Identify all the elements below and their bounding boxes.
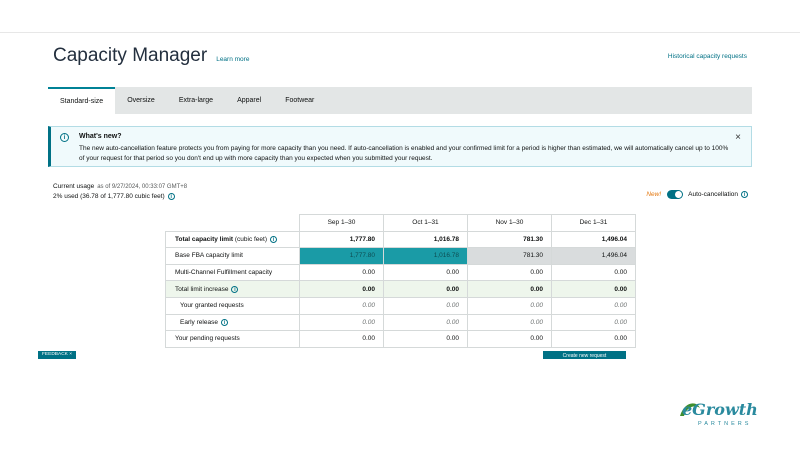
page-title: Capacity Manager — [53, 45, 208, 66]
row-label-text: Early release — [180, 318, 218, 326]
capacity-manager-app: Capacity Manager Learn more Historical c… — [0, 33, 800, 359]
info-icon: i — [60, 133, 69, 142]
table-cell: 1,016.78 — [383, 247, 468, 265]
table-cell: 0.00 — [467, 330, 552, 348]
table-cell: 0.00 — [551, 313, 636, 332]
row-label-suffix: (cubic feet) — [233, 235, 268, 243]
row-label: Early release i — [165, 313, 300, 332]
table-cell: 0.00 — [551, 296, 636, 315]
banner-text: The new auto-cancellation feature protec… — [79, 145, 729, 162]
table-cell: 1,777.80 — [299, 230, 384, 249]
limit-increase-info-icon[interactable]: i — [231, 285, 239, 293]
tab-apparel[interactable]: Apparel — [237, 97, 262, 104]
table-cell: 0.00 — [383, 313, 468, 332]
historical-requests-link[interactable]: Historical capacity requests — [667, 53, 747, 60]
table-cell: 0.00 — [467, 263, 552, 282]
table-row: Base FBA capacity limit 1,777.80 1,016.7… — [165, 247, 636, 265]
table-cell: 0.00 — [299, 280, 384, 298]
table-cell: 781.30 — [467, 247, 552, 265]
row-label: Your granted requests — [165, 296, 300, 315]
table-cell: 1,496.04 — [551, 230, 636, 249]
usage-timestamp: as of 9/27/2024, 00:33:07 GMT+8 — [97, 184, 188, 190]
table-cell: 1,016.78 — [383, 230, 468, 249]
tab-extra-large[interactable]: Extra-large — [178, 97, 214, 104]
column-header: Oct 1–31 — [383, 214, 468, 232]
column-header: Nov 1–30 — [467, 214, 552, 232]
whats-new-banner: i What's new? The new auto-cancellation … — [48, 126, 752, 167]
create-new-request-button[interactable]: Create new request — [543, 351, 626, 359]
table-header-row: Sep 1–30 Oct 1–31 Nov 1–30 Dec 1–31 — [165, 214, 636, 232]
row-label: Multi-Channel Fulfillment capacity — [165, 263, 300, 282]
usage-label-text: Current usage — [53, 183, 95, 190]
table-cell: 0.00 — [467, 280, 552, 298]
auto-cancellation-toggle[interactable] — [667, 190, 684, 199]
size-tabs: Standard-size Oversize Extra-large Appar… — [48, 87, 752, 114]
row-label-text: Total limit increase — [175, 285, 229, 293]
table-cell: 1,496.04 — [551, 247, 636, 265]
tab-standard-size[interactable]: Standard-size — [48, 87, 116, 114]
row-label: Your pending requests — [165, 330, 300, 348]
table-row: Early release i 0.00 0.00 0.00 0.00 — [165, 313, 636, 332]
table-corner — [165, 214, 300, 232]
table-cell: 1,777.80 — [299, 247, 384, 265]
table-cell: 781.30 — [467, 230, 552, 249]
row-label: Total limit increase i — [165, 280, 300, 298]
tab-footwear[interactable]: Footwear — [285, 97, 315, 104]
top-divider — [0, 32, 800, 33]
auto-cancellation-label: Auto-cancellation — [688, 191, 738, 198]
table-row: Total capacity limit (cubic feet) i 1,777… — [165, 230, 636, 249]
table-row: Your granted requests 0.00 0.00 0.00 0.0… — [165, 296, 636, 315]
usage-info-icon[interactable]: i — [167, 193, 175, 200]
usage-value-text: 2% used (36.78 of 1,777.80 cubic feet) — [53, 193, 165, 200]
table-row: Total limit increase i 0.00 0.00 0.00 0.0… — [165, 280, 636, 298]
table-cell: 0.00 — [551, 330, 636, 348]
logo-tagline-text: PARTNERS — [698, 421, 751, 427]
table-cell: 0.00 — [551, 280, 636, 298]
table-cell: 0.00 — [383, 330, 468, 348]
auto-cancellation-info-icon[interactable]: i — [741, 191, 748, 198]
table-cell: 0.00 — [299, 263, 384, 282]
close-icon[interactable]: × — [735, 132, 741, 143]
table-row: Your pending requests 0.00 0.00 0.00 0.0… — [165, 330, 636, 348]
logo-brand-text: eGrowth — [682, 400, 758, 419]
table-cell: 0.00 — [467, 296, 552, 315]
table-cell: 0.00 — [467, 313, 552, 332]
current-usage-label: Current usage as of 9/27/2024, 00:33:07 G… — [53, 183, 187, 190]
column-header: Sep 1–30 — [299, 214, 384, 232]
feedback-button[interactable]: FEEDBACK × — [38, 351, 76, 359]
table-cell: 0.00 — [383, 296, 468, 315]
table-cell: 0.00 — [299, 313, 384, 332]
early-release-info-icon[interactable]: i — [220, 318, 228, 326]
title-row: Capacity Manager Learn more — [53, 45, 249, 67]
row-label-text: Total capacity limit — [175, 235, 234, 243]
logo-leaf-icon — [680, 403, 700, 416]
row-label: Total capacity limit (cubic feet) i — [165, 230, 300, 249]
learn-more-link[interactable]: Learn more — [216, 56, 250, 63]
tab-oversize[interactable]: Oversize — [127, 97, 155, 104]
total-limit-info-icon[interactable]: i — [270, 235, 278, 243]
table-row: Multi-Channel Fulfillment capacity 0.00 … — [165, 263, 636, 282]
table-cell: 0.00 — [551, 263, 636, 282]
table-cell: 0.00 — [299, 330, 384, 348]
new-badge: New! — [646, 191, 662, 198]
column-header: Dec 1–31 — [551, 214, 636, 232]
table-cell: 0.00 — [383, 280, 468, 298]
table-cell: 0.00 — [383, 263, 468, 282]
auto-cancellation-control: New! Auto-cancellation i — [646, 190, 748, 199]
row-label: Base FBA capacity limit — [165, 247, 300, 265]
capacity-table: Sep 1–30 Oct 1–31 Nov 1–30 Dec 1–31 Tota… — [165, 214, 636, 348]
egrowth-partners-logo: eGrowth PARTNERS — [680, 400, 758, 427]
banner-title: What's new? — [79, 133, 122, 140]
table-cell: 0.00 — [299, 296, 384, 315]
usage-value: 2% used (36.78 of 1,777.80 cubic feet) i — [53, 193, 175, 200]
